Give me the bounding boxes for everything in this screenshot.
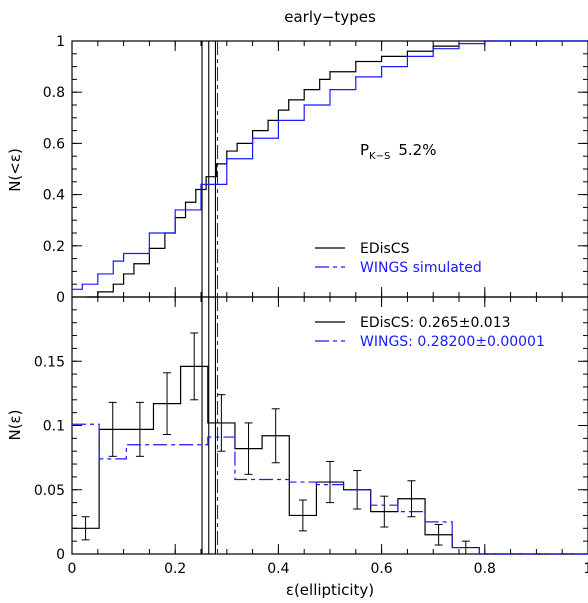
ks-annotation-value: 5.2% <box>398 141 436 159</box>
cdf-point-ediscs <box>355 60 357 63</box>
cdf-point-wings <box>329 89 331 91</box>
figure-title: early−types <box>284 8 376 26</box>
histogram-bar-wings <box>126 445 153 554</box>
cdf-point-ediscs <box>303 89 305 91</box>
cdf-point-wings <box>112 260 114 262</box>
ks-annotation: PK−S 5.2% <box>360 141 436 162</box>
cdf-point-ediscs <box>97 291 99 293</box>
cdf-point-wings <box>148 232 150 234</box>
bottom-y-axis-label: N(ε) <box>6 409 24 440</box>
x-tick-label: 1 <box>584 561 588 577</box>
histogram-bar-wings <box>208 437 235 554</box>
cdf-point-ediscs <box>195 188 197 191</box>
cdf-point-ediscs <box>133 263 135 265</box>
cdf-point-ediscs <box>236 142 238 144</box>
cdf-point-ediscs <box>406 50 408 52</box>
cdf-point-wings <box>97 273 99 275</box>
histogram-wings <box>72 423 588 555</box>
x-tick-label: 0 <box>68 561 77 577</box>
cdf-point-wings <box>277 119 279 121</box>
top-y-tick-label: 1 <box>56 34 65 50</box>
cdf-point-wings <box>406 55 408 57</box>
cdf-point-ediscs <box>184 201 187 203</box>
cdf-point-ediscs <box>123 273 125 275</box>
histogram-bar-wings <box>344 490 371 554</box>
cdf-point-ediscs <box>319 78 321 80</box>
histogram-bar-wings <box>452 548 479 554</box>
histogram-bar-wings <box>181 445 208 554</box>
cdf-point-wings <box>355 76 357 78</box>
bottom-y-tick-label: 0.15 <box>34 354 65 370</box>
cdf-point-ediscs <box>226 150 228 152</box>
bottom-y-tick-label: 0.05 <box>34 483 65 499</box>
cdf-point-wings <box>200 183 202 185</box>
histogram-panel: N(ε) ε(ellipticity) EDisCS: 0.265±0.013 … <box>6 296 588 599</box>
top-y-tick-label: 0.2 <box>43 239 65 255</box>
x-axis-label: ε(ellipticity) <box>286 581 374 599</box>
histogram-bar-wings <box>153 445 180 554</box>
x-tick-label: 0.4 <box>267 561 289 577</box>
cdf-point-ediscs <box>215 163 218 165</box>
histogram-bar-wings <box>72 424 99 554</box>
cdf-point-wings <box>174 209 176 211</box>
bottom-legend-label-ediscs: EDisCS: 0.265±0.013 <box>360 315 511 331</box>
top-y-tick-label: 0.6 <box>43 136 65 152</box>
bottom-legend-label-wings: WINGS: 0.28200±0.00001 <box>360 334 545 350</box>
histogram-bar-wings <box>262 479 289 554</box>
top-legend-label-ediscs: EDisCS <box>360 241 410 257</box>
top-legend-label-wings: WINGS simulated <box>360 260 482 276</box>
cdf-point-ediscs <box>277 109 279 111</box>
x-tick-label: 0.8 <box>474 561 496 577</box>
histogram-bar-wings <box>289 482 316 554</box>
cdf-line-ediscs <box>87 40 588 298</box>
cdf-point-ediscs <box>288 99 290 101</box>
histogram-bar-wings <box>371 505 398 554</box>
histogram-bar-wings <box>235 479 262 554</box>
cdf-point-wings <box>535 40 538 42</box>
histogram-bar-wings <box>398 512 425 554</box>
cdf-point-wings <box>381 66 383 68</box>
ks-annotation-base: P <box>360 141 369 159</box>
cdf-point-ediscs <box>112 283 114 285</box>
cdf-point-ediscs <box>267 119 269 121</box>
x-tick-label: 0.6 <box>370 561 392 577</box>
cdf-point-wings <box>226 158 228 160</box>
cdf-point-wings <box>303 104 305 106</box>
x-tick-label: 0.2 <box>164 561 186 577</box>
cdf-point-ediscs <box>252 130 254 132</box>
cdf-point-ediscs <box>329 71 331 73</box>
top-y-tick-label: 0.8 <box>43 85 65 101</box>
top-y-tick-label: 0.4 <box>43 188 65 204</box>
top-y-tick-label: 0 <box>56 290 65 306</box>
cdf-point-wings <box>484 40 486 42</box>
cdf-point-wings <box>71 288 73 290</box>
ks-annotation-sub: K−S <box>369 151 390 162</box>
cdf-point-wings <box>123 252 125 255</box>
top-y-axis-label: N(<ε) <box>6 148 24 192</box>
cdf-point-ediscs <box>381 55 383 57</box>
cdf-line-wings <box>72 40 588 290</box>
cdf-point-ediscs <box>432 45 434 47</box>
histogram-bar-wings <box>99 459 126 554</box>
cdf-point-wings <box>432 48 434 50</box>
bottom-y-tick-label: 0.1 <box>43 419 65 435</box>
bottom-y-tick-label: 0 <box>56 547 65 563</box>
cdf-point-wings <box>81 283 83 285</box>
cdf-point-wings <box>458 42 460 45</box>
cdf-panel: N(<ε) PK−S 5.2% EDisCS WINGS simulated 0 0… <box>6 34 588 306</box>
histogram-bar-wings <box>316 485 343 554</box>
cdf-point-wings <box>252 137 254 139</box>
cdf-point-ediscs <box>205 176 207 178</box>
histogram-bar-wings <box>425 522 452 554</box>
cdf-point-wings <box>510 40 512 42</box>
